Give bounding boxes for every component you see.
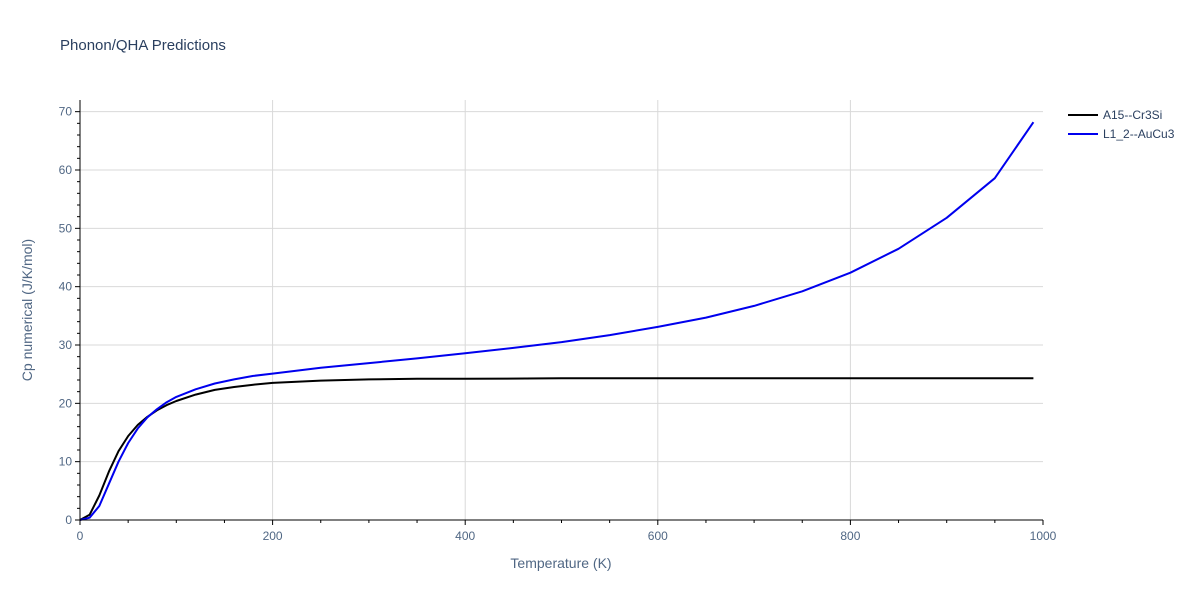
chart-title: Phonon/QHA Predictions [60, 37, 226, 54]
x-axis-title: Temperature (K) [510, 555, 611, 571]
axes-layer: 0 200 400 600 800 1000 0 10 20 30 40 50 60 70 [59, 100, 1057, 543]
legend-item[interactable]: L1_2--AuCu3 [1068, 127, 1175, 141]
legend-item[interactable]: A15--Cr3Si [1068, 108, 1162, 122]
legend-label: A15--Cr3Si [1103, 108, 1162, 122]
y-tick-label: 30 [59, 338, 73, 352]
y-tick-label: 70 [59, 105, 73, 119]
y-tick-label: 40 [59, 280, 73, 294]
x-tick-label: 0 [77, 529, 84, 543]
y-tick-label: 20 [59, 396, 73, 410]
x-tick-label: 800 [840, 529, 860, 543]
y-tick-label: 0 [65, 513, 72, 527]
x-tick-label: 1000 [1030, 529, 1057, 543]
grid-layer [80, 100, 1043, 520]
y-axis-title: Cp numerical (J/K/mol) [19, 239, 35, 381]
y-tick-label: 10 [59, 455, 73, 469]
series-layer [79, 121, 1035, 521]
legend[interactable]: A15--Cr3Si L1_2--AuCu3 [1068, 108, 1175, 141]
x-tick-label: 400 [455, 529, 475, 543]
y-tick-label: 60 [59, 163, 73, 177]
x-tick-label: 600 [648, 529, 668, 543]
series-line-A15--Cr3Si[interactable] [79, 377, 1034, 521]
legend-label: L1_2--AuCu3 [1103, 127, 1175, 141]
series-line-L1_2--AuCu3[interactable] [79, 121, 1035, 521]
x-tick-label: 200 [263, 529, 283, 543]
y-tick-label: 50 [59, 221, 73, 235]
